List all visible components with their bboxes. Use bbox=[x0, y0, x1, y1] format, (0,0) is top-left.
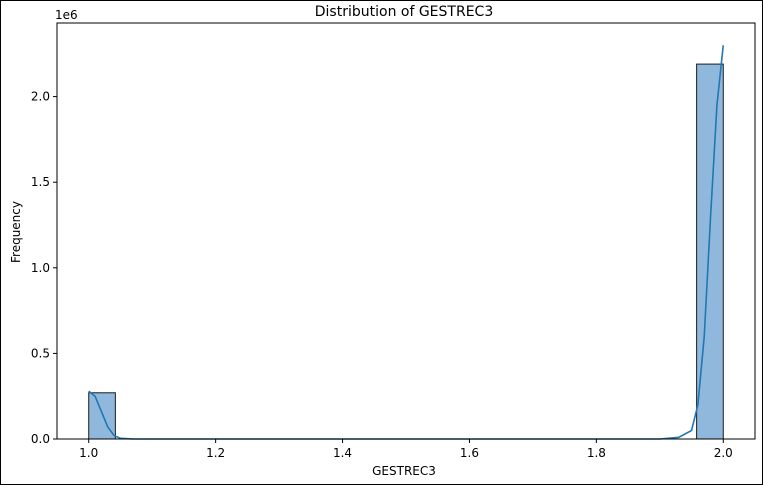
x-tick-label: 1.6 bbox=[460, 446, 479, 460]
axes-frame bbox=[56, 22, 756, 440]
x-tick-label: 1.4 bbox=[333, 446, 352, 460]
chart-title: Distribution of GESTREC3 bbox=[315, 4, 493, 20]
y-tick-label: 2.0 bbox=[31, 90, 50, 104]
x-tick-label: 1.0 bbox=[79, 446, 98, 460]
histogram-bars bbox=[88, 63, 724, 440]
x-tick-label: 2.0 bbox=[714, 446, 733, 460]
x-tick-label: 1.2 bbox=[206, 446, 225, 460]
y-tick-label: 0.0 bbox=[31, 432, 50, 446]
x-axis-label: GESTREC3 bbox=[372, 464, 436, 478]
y-tick-label: 1.5 bbox=[31, 175, 50, 189]
plot-area bbox=[56, 22, 756, 440]
y-tick-label: 1.0 bbox=[31, 261, 50, 275]
y-axis-label: Frequency bbox=[9, 201, 23, 263]
y-axis-offset-label: 1e6 bbox=[55, 8, 78, 22]
y-tick-label: 0.5 bbox=[31, 346, 50, 360]
x-tick-label: 1.8 bbox=[587, 446, 606, 460]
x-axis-ticks: 1.0 1.2 1.4 1.6 1.8 2.0 bbox=[79, 439, 733, 460]
y-axis-ticks: 0.0 0.5 1.0 1.5 2.0 bbox=[31, 90, 57, 446]
